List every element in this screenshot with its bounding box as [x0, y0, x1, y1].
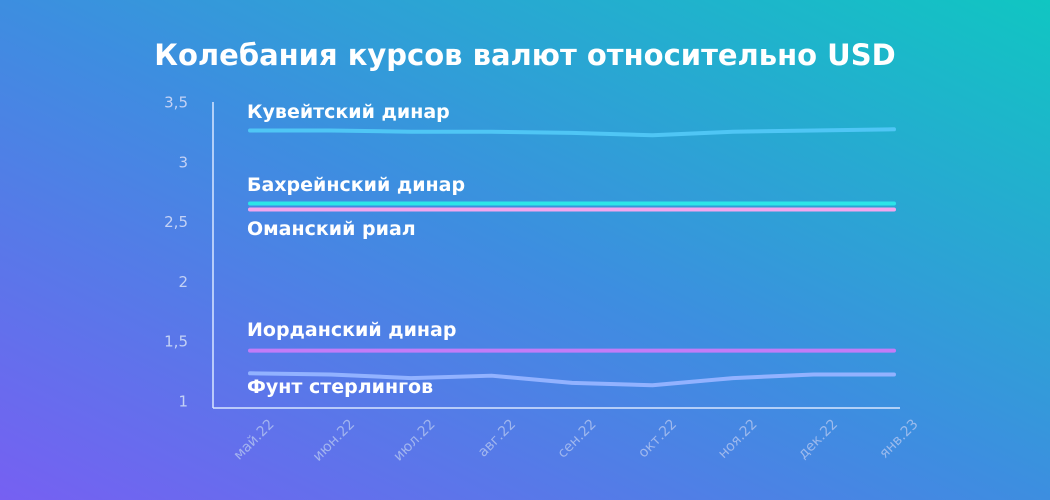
y-tick-label: 1,5	[164, 333, 188, 351]
y-tick-label: 2	[178, 273, 188, 291]
y-tick-label: 3	[178, 153, 188, 171]
line	[248, 371, 896, 388]
chart-title: Колебания курсов валют относительно USD	[154, 38, 895, 72]
series-label: Иорданский динар	[247, 319, 456, 341]
series-label: Оманский риал	[247, 218, 416, 240]
series-label: Фунт стерлингов	[247, 376, 433, 398]
series-label: Бахрейнский динар	[247, 174, 465, 196]
line	[248, 127, 896, 138]
y-tick-label: 3,5	[164, 94, 188, 112]
y-tick-label: 1	[178, 393, 188, 411]
series-label: Кувейтский динар	[247, 101, 450, 123]
y-tick-label: 2,5	[164, 213, 188, 231]
